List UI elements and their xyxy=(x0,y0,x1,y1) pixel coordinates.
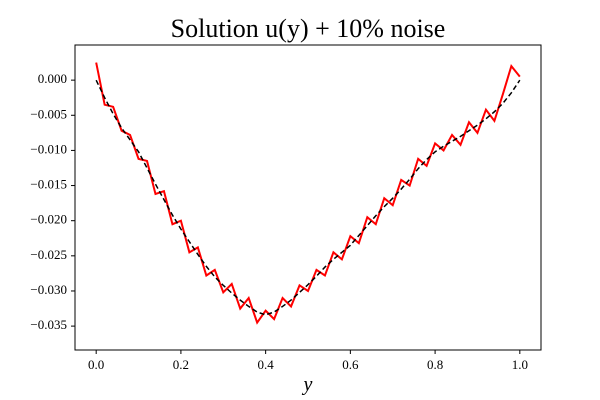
y-tick-label: −0.025 xyxy=(30,247,67,262)
x-tick-label: 0.0 xyxy=(88,357,104,372)
x-tick-label: 1.0 xyxy=(512,357,528,372)
y-tick-label: −0.010 xyxy=(30,141,67,156)
y-tick-label: −0.005 xyxy=(30,106,67,121)
x-tick-label: 0.6 xyxy=(342,357,359,372)
plot-frame xyxy=(74,44,542,351)
y-tick-label: −0.035 xyxy=(30,317,67,332)
data-line xyxy=(95,62,521,325)
y-tick-label: −0.015 xyxy=(30,177,67,192)
x-tick-label: 0.8 xyxy=(427,357,443,372)
y-tick-label: 0.000 xyxy=(38,71,67,86)
y-tick-label: −0.030 xyxy=(30,282,67,297)
x-tick-label: 0.2 xyxy=(173,357,189,372)
chart-title: Solution u(y) + 10% noise xyxy=(171,14,446,43)
y-tick-label: −0.020 xyxy=(30,212,67,227)
x-axis-label: y xyxy=(302,374,313,396)
x-tick-label: 0.4 xyxy=(258,357,275,372)
data-line xyxy=(95,79,521,316)
